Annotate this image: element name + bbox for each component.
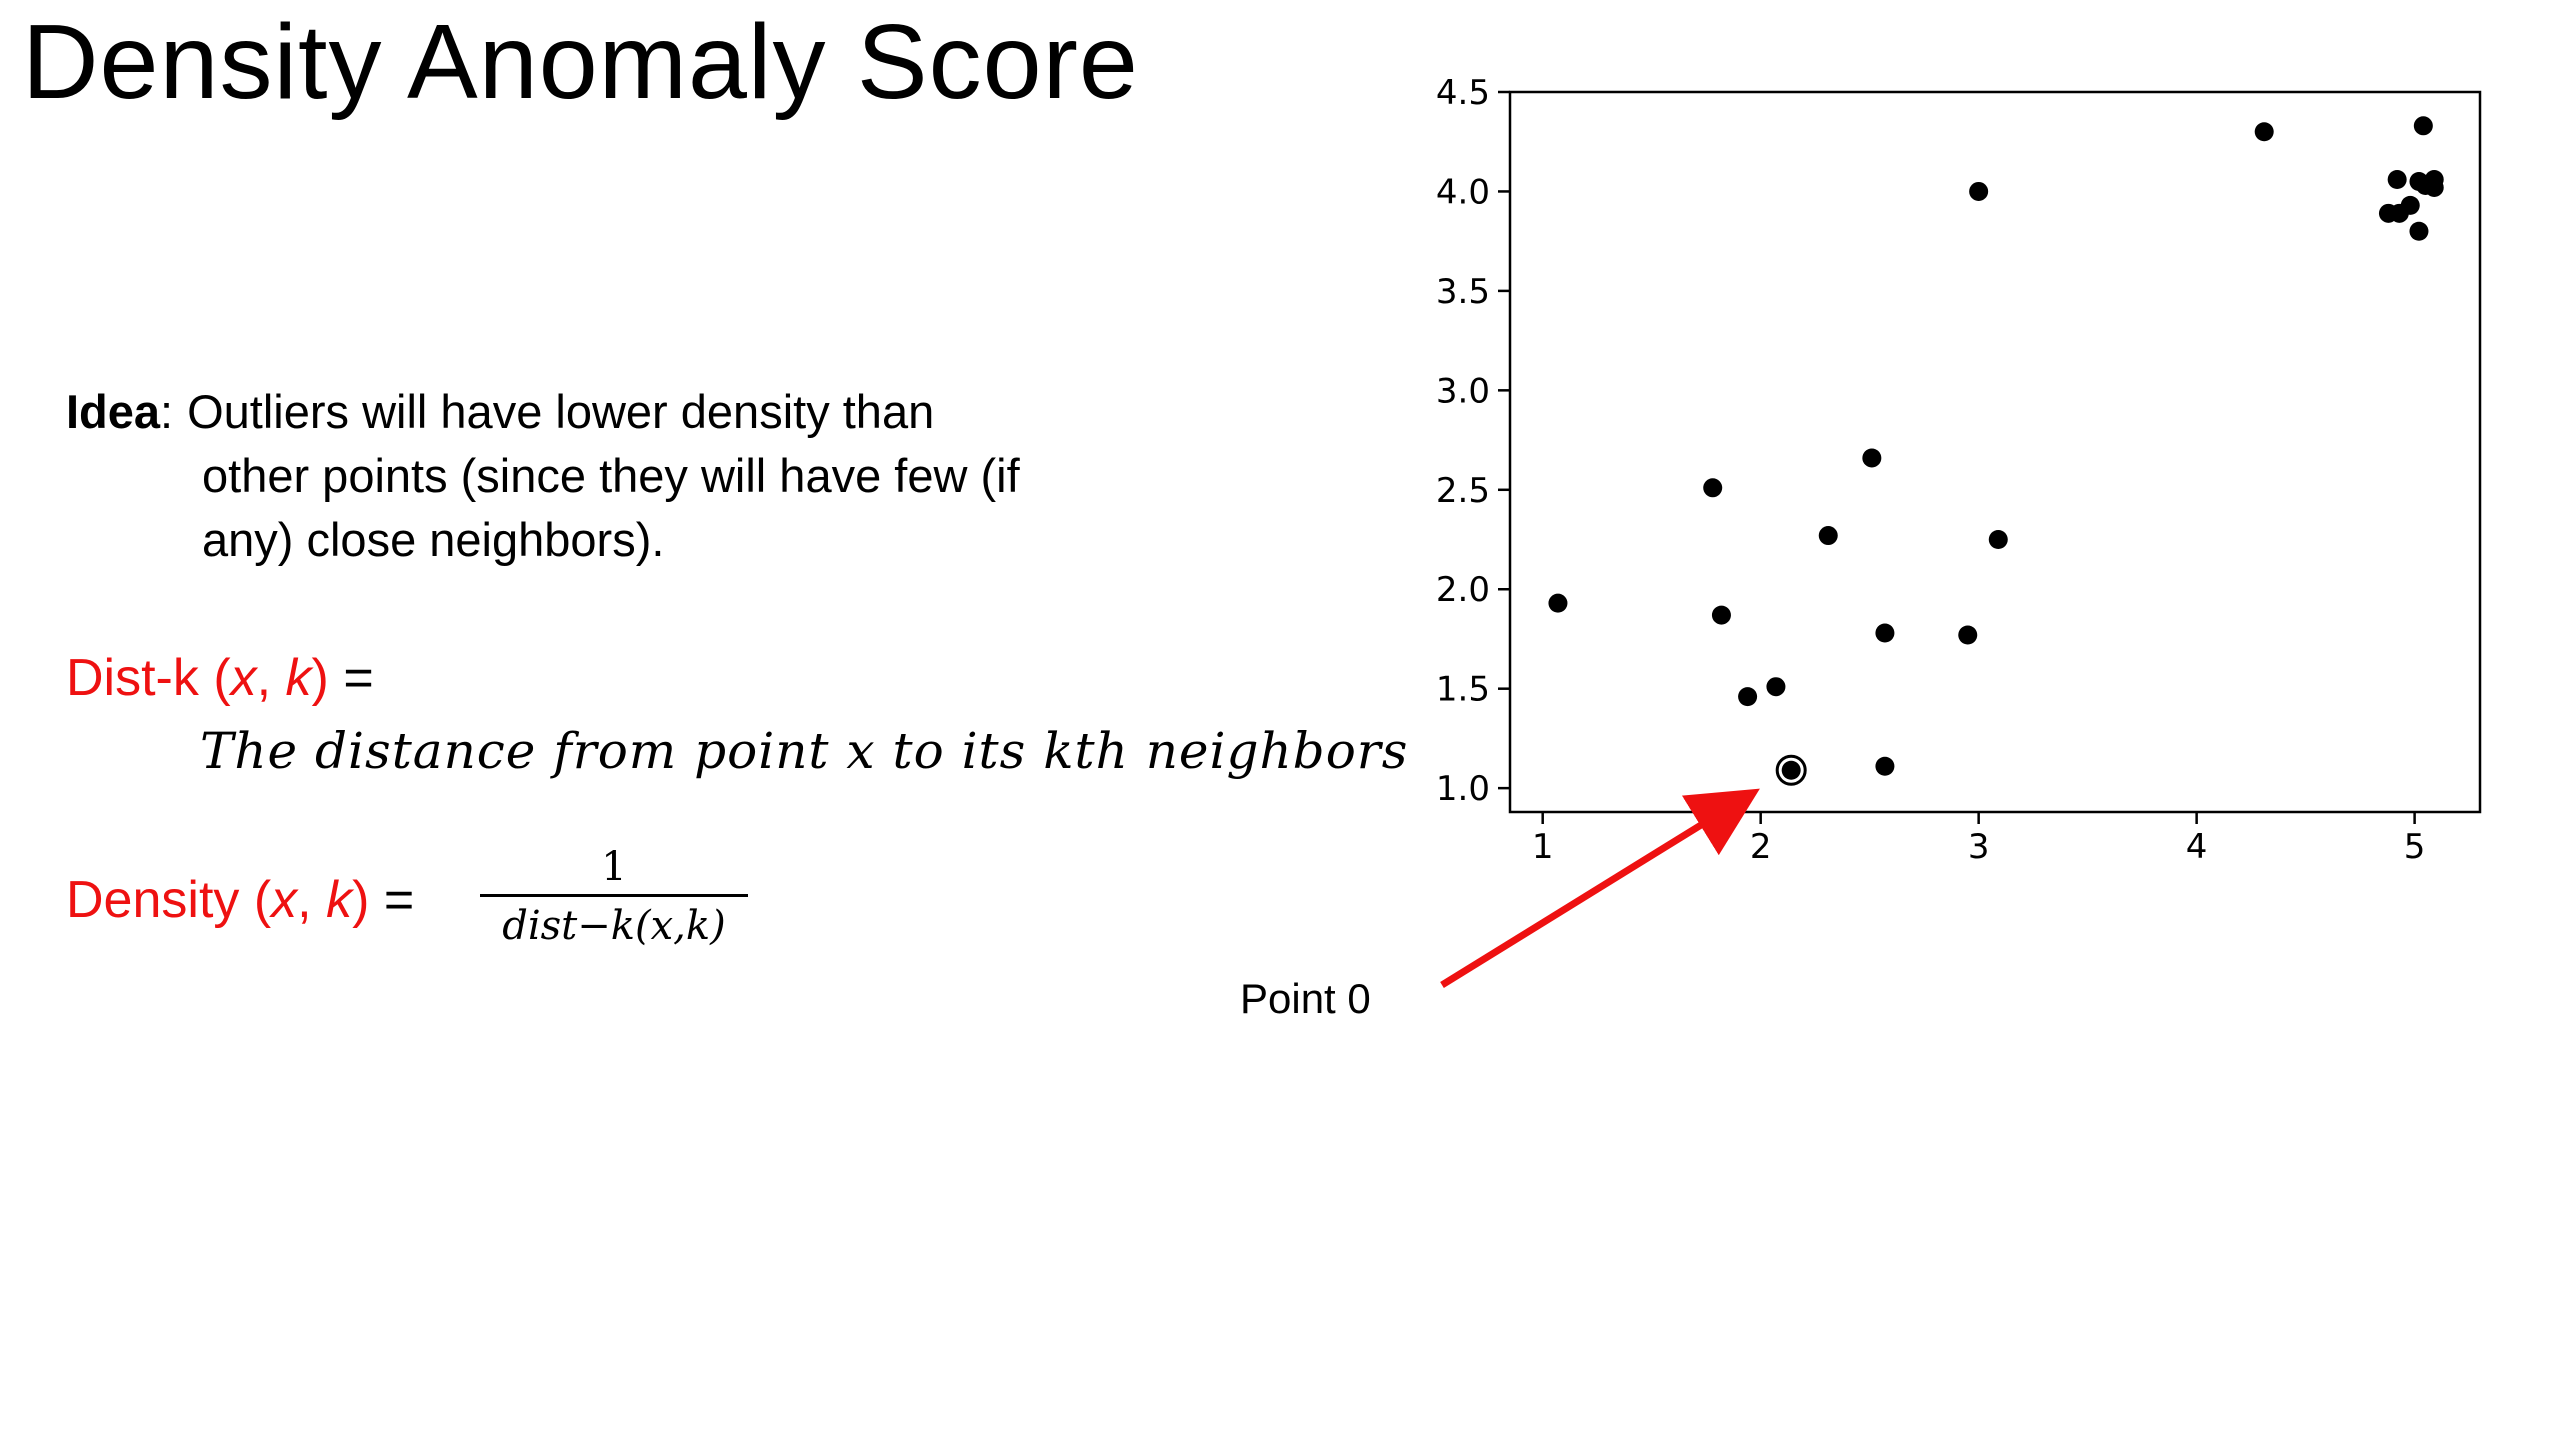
y-tick-label: 4.0 (1436, 172, 1490, 212)
density-equals: = (369, 871, 415, 929)
idea-line-1: Idea: Outliers will have lower density th… (66, 380, 1166, 444)
fraction-denominator: dist−k(x,k) (502, 903, 726, 949)
data-point (1703, 478, 1723, 498)
y-tick-label: 1.0 (1436, 769, 1490, 809)
data-point (1548, 593, 1568, 613)
idea-label: Idea (66, 385, 161, 438)
density-fraction: 1 dist−k(x,k) (480, 842, 748, 951)
data-point (1818, 526, 1838, 546)
highlight-ring (1775, 754, 1807, 786)
data-point (1988, 530, 2008, 550)
data-point (1711, 605, 1731, 625)
data-point (1958, 625, 1978, 645)
density-k: k (326, 871, 353, 929)
idea-text-line-3: any) close neighbors). (202, 513, 665, 566)
data-point (2416, 175, 2436, 195)
dist-k-k: k (285, 649, 312, 707)
dist-k-formula: Dist-k (x, k) = (66, 648, 374, 708)
x-tick-label: 1 (1532, 827, 1554, 867)
data-point (1738, 687, 1758, 707)
data-point (2413, 116, 2433, 136)
y-tick-label: 3.5 (1436, 272, 1490, 312)
dist-k-name: Dist-k (66, 649, 199, 707)
point-0-arrow (1440, 788, 1760, 988)
data-point (2254, 122, 2274, 142)
dist-k-close-paren: ) (311, 649, 329, 707)
data-point (2387, 170, 2407, 190)
density-comma: , (297, 871, 327, 929)
x-tick-label: 3 (1968, 827, 1990, 867)
data-point (1875, 756, 1895, 776)
data-points (1548, 116, 2444, 786)
dist-k-equals: = (328, 649, 374, 707)
x-tick-label: 4 (2186, 827, 2208, 867)
idea-text-line-2: other points (since they will have few (… (202, 449, 1020, 502)
fraction-numerator: 1 (601, 844, 627, 890)
plot-frame (1508, 90, 2482, 814)
density-close-paren: ) (352, 871, 370, 929)
data-point (1766, 677, 1786, 697)
density-x: x (271, 871, 298, 929)
slide-title: Density Anomaly Score (22, 3, 1139, 121)
data-point (2378, 203, 2398, 223)
y-tick-label: 2.5 (1436, 471, 1490, 511)
data-point (2409, 221, 2429, 241)
idea-text-line-1: Outliers will have lower density than (187, 385, 935, 438)
y-tick-label: 1.5 (1436, 670, 1490, 710)
x-axis: 1 2 3 4 5 (1532, 812, 2426, 867)
dist-k-x: x (230, 649, 257, 707)
data-point (1862, 448, 1882, 468)
idea-colon: : (160, 385, 174, 438)
point-0-marker (1781, 760, 1801, 780)
y-tick-label: 2.0 (1436, 570, 1490, 610)
dist-k-comma: , (256, 649, 286, 707)
y-tick-label: 3.0 (1436, 371, 1490, 411)
point-0-label: Point 0 (1240, 975, 1371, 1022)
x-tick-label: 5 (2404, 827, 2426, 867)
density-name: Density (66, 871, 240, 929)
density-formula: Density (x, k) = (66, 870, 414, 930)
x-tick-label: 2 (1750, 827, 1772, 867)
dist-k-definition: The distance from point x to its kth nei… (200, 722, 1409, 780)
data-point (1969, 181, 1989, 201)
data-point (1875, 623, 1895, 643)
fraction-bar (480, 894, 748, 897)
density-open-paren: ( (239, 871, 272, 929)
y-tick-label: 4.5 (1436, 73, 1490, 113)
dist-k-open-paren: ( (198, 649, 231, 707)
idea-paragraph: Idea: Outliers will have lower density th… (66, 380, 1166, 572)
y-axis: 1.0 1.5 2.0 2.5 3.0 3.5 4.0 4.5 (1436, 73, 1510, 809)
